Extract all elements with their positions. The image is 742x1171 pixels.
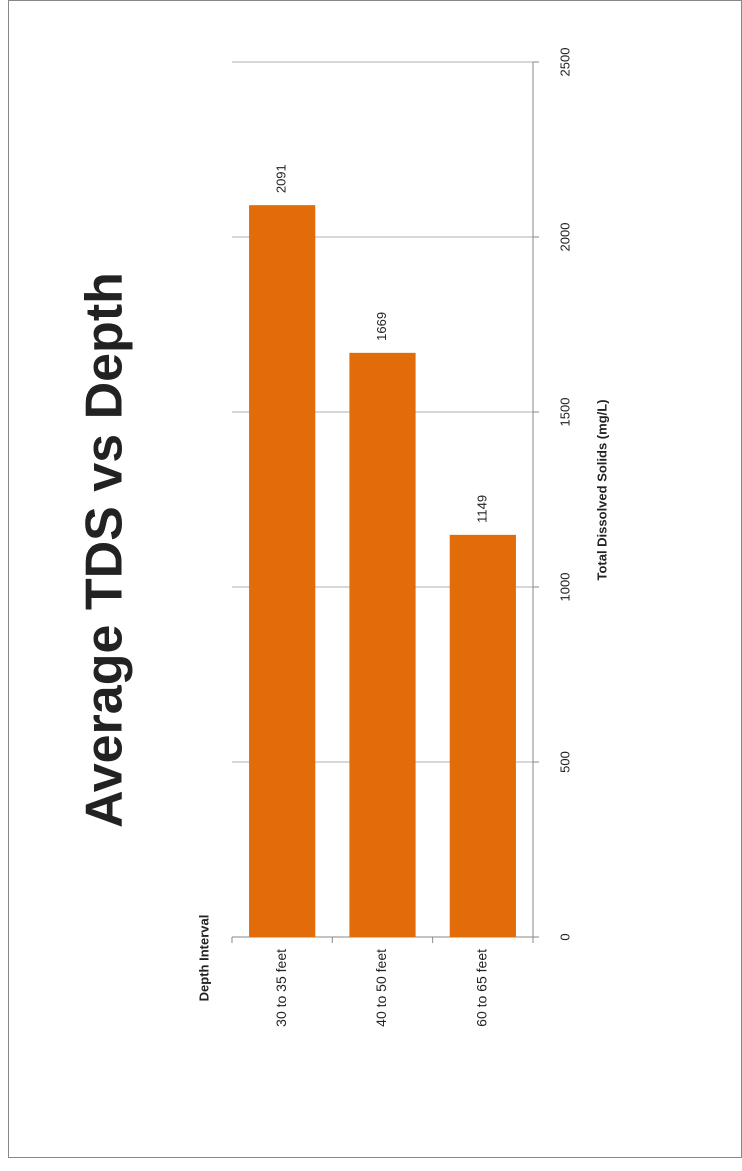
y-tick-label: 1000: [557, 573, 572, 602]
y-tick-label: 500: [557, 751, 572, 773]
y-tick-label: 2000: [557, 223, 572, 252]
value-label: 2091: [274, 164, 289, 193]
value-label: 1669: [374, 312, 389, 341]
bar: [249, 205, 316, 937]
y-tick-label: 2500: [557, 48, 572, 77]
x-tick-label: 40 to 50 feet: [373, 949, 389, 1027]
x-tick-label: 30 to 35 feet: [273, 949, 289, 1027]
y-tick-label: 1500: [557, 398, 572, 427]
value-label: 1149: [474, 495, 489, 523]
bar: [449, 534, 516, 937]
bar: [349, 352, 416, 938]
y-axis-title: Total Dissolved Solids (mg/L): [594, 399, 609, 580]
x-tick-label: 60 to 65 feet: [474, 949, 490, 1027]
x-axis-title: Depth Interval: [196, 915, 211, 1002]
y-tick-label: 0: [557, 933, 572, 940]
chart-title: Average TDS vs Depth: [76, 272, 134, 828]
